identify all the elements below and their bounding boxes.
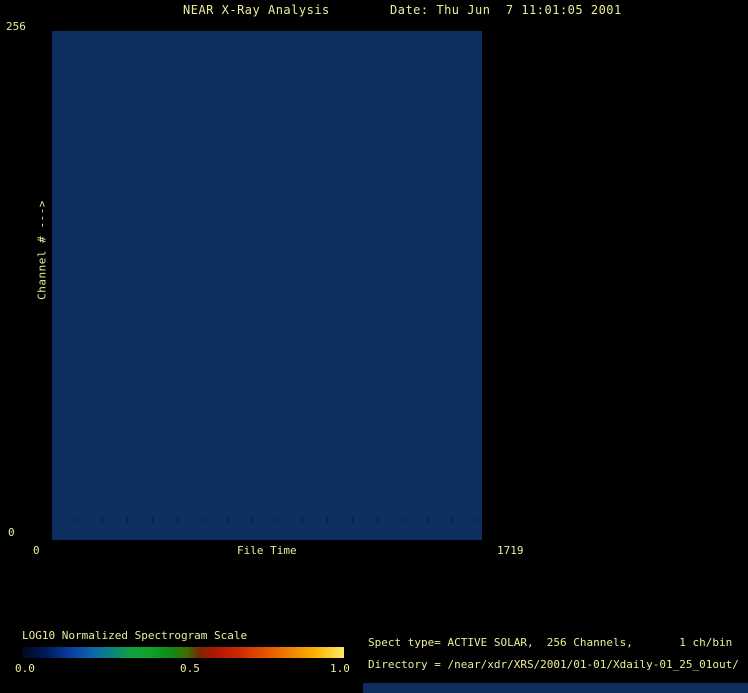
date-label: Date: Thu Jun 7 11:01:05 2001: [390, 4, 622, 16]
bottom-decor-strip: [363, 683, 748, 693]
y-axis-min-label: 0: [8, 527, 15, 539]
spect-type-line: Spect type= ACTIVE SOLAR, 256 Channels, …: [368, 637, 732, 649]
page-title: NEAR X-Ray Analysis: [183, 4, 330, 16]
spectrogram-canvas: [52, 31, 482, 540]
x-axis-min-label: 0: [33, 545, 40, 557]
colorbar-tick-min: 0.0: [15, 663, 35, 675]
directory-line: Directory = /near/xdr/XRS/2001/01-01/Xda…: [368, 659, 739, 671]
y-axis-max-label: 256: [6, 21, 26, 33]
x-axis-title: File Time: [237, 545, 297, 557]
colorbar-title: LOG10 Normalized Spectrogram Scale: [22, 630, 247, 642]
colorbar-tick-max: 1.0: [330, 663, 350, 675]
y-axis-title: Channel # --->: [36, 200, 49, 300]
near-xray-analysis-window: NEAR X-Ray Analysis Date: Thu Jun 7 11:0…: [0, 0, 748, 693]
x-axis-max-label: 1719: [497, 545, 524, 557]
colorbar-tick-mid: 0.5: [180, 663, 200, 675]
colorbar-canvas: [22, 647, 344, 658]
